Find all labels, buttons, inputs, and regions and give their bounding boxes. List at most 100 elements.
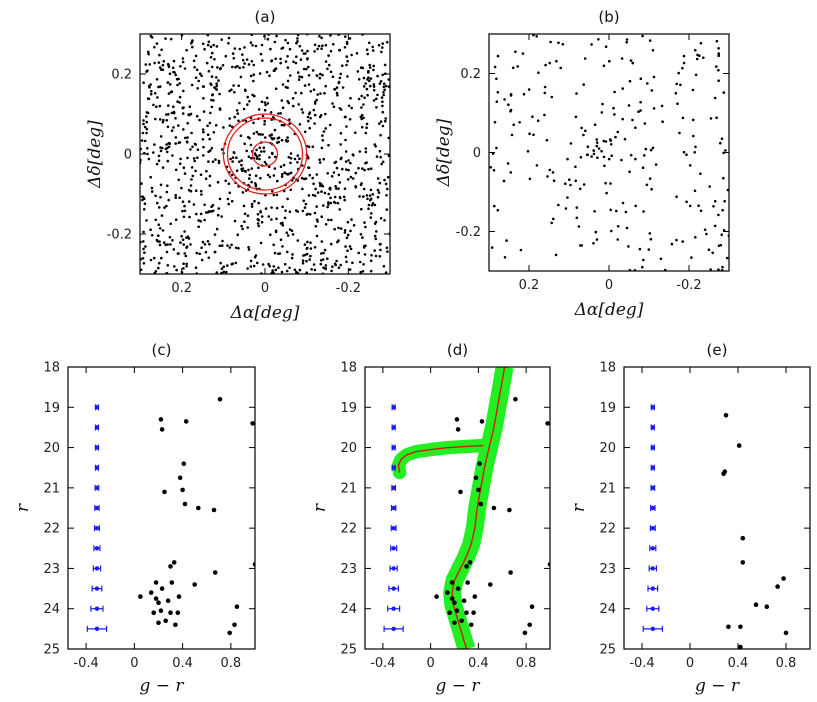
star-point: [286, 100, 290, 103]
star-point: [609, 208, 612, 212]
cmd-star-point: [477, 461, 482, 467]
star-point: [569, 142, 573, 145]
star-point: [171, 154, 174, 157]
star-point: [210, 146, 214, 150]
star-point: [164, 37, 167, 40]
star-point: [169, 222, 172, 226]
star-point: [185, 265, 188, 268]
star-point: [338, 181, 342, 184]
star-point: [222, 126, 225, 129]
star-point: [224, 270, 228, 274]
star-point: [346, 233, 350, 237]
star-point: [205, 211, 208, 214]
star-point: [202, 130, 205, 134]
cluster-star-point: [595, 138, 598, 141]
star-point: [713, 224, 717, 228]
star-point: [557, 203, 560, 207]
error-bar: [391, 424, 396, 431]
star-point: [327, 192, 331, 196]
star-point: [207, 69, 211, 73]
star-point: [343, 198, 347, 202]
star-point: [326, 257, 329, 261]
star-point: [149, 258, 153, 262]
star-point: [681, 240, 684, 243]
star-point: [369, 216, 373, 219]
star-point: [535, 35, 538, 38]
star-point: [157, 61, 161, 64]
star-point: [376, 195, 380, 199]
star-point: [241, 58, 245, 62]
star-point: [186, 156, 189, 160]
star-point: [620, 57, 624, 60]
star-point: [343, 231, 347, 234]
star-point: [247, 246, 250, 249]
star-point: [153, 143, 156, 146]
cmd-star-point: [479, 419, 485, 424]
star-point: [231, 160, 234, 163]
star-point: [364, 225, 367, 229]
star-point: [306, 156, 310, 160]
star-point: [318, 158, 321, 161]
star-point: [285, 172, 289, 176]
star-point: [264, 207, 268, 210]
star-point: [158, 118, 162, 121]
star-point: [366, 197, 369, 201]
star-point: [142, 247, 145, 251]
star-point: [349, 247, 353, 251]
star-point: [307, 194, 311, 197]
star-point: [279, 112, 283, 115]
star-point: [376, 93, 379, 97]
plot-frame: [488, 33, 730, 272]
cmd-star-point: [508, 570, 513, 575]
star-point: [708, 185, 711, 188]
star-point: [321, 139, 325, 142]
panel-c: (c) -0.4 0 0.4 0.8 18 19 20 21 22 23 24 25 g − r r: [13, 341, 256, 696]
star-point: [362, 187, 366, 191]
star-point: [241, 227, 244, 231]
star-point: [379, 80, 383, 83]
star-point: [682, 54, 686, 58]
cmd-star-point: [153, 596, 159, 601]
cmd-star-point: [478, 501, 484, 507]
cluster-star-point: [271, 152, 274, 156]
cluster-star-point: [276, 141, 279, 144]
star-point: [298, 123, 302, 126]
star-point: [257, 201, 261, 205]
star-point: [305, 67, 308, 71]
star-point: [318, 76, 322, 80]
star-point: [354, 131, 357, 134]
star-point: [241, 167, 245, 170]
star-point: [230, 262, 234, 266]
star-point: [493, 65, 497, 69]
star-point: [557, 41, 560, 45]
star-point: [613, 90, 616, 94]
star-point: [296, 239, 300, 242]
star-point: [502, 179, 506, 183]
star-point: [158, 85, 162, 88]
star-point: [331, 75, 335, 79]
star-point: [235, 109, 239, 112]
star-point: [503, 98, 506, 101]
star-point: [202, 154, 205, 157]
error-bar: [383, 625, 404, 632]
star-point: [279, 165, 283, 168]
star-point: [166, 81, 169, 84]
star-point: [543, 85, 547, 89]
star-point: [179, 65, 182, 68]
cluster-star-point: [250, 156, 253, 160]
cmd-star-point: [527, 622, 532, 628]
star-point: [256, 218, 260, 221]
star-point: [291, 233, 295, 236]
star-point: [377, 43, 381, 47]
star-point: [202, 97, 205, 100]
error-bar: [389, 565, 398, 572]
star-point: [516, 65, 519, 68]
star-point: [352, 224, 356, 227]
star-point: [160, 256, 163, 260]
star-point: [322, 157, 326, 161]
star-point: [327, 63, 331, 67]
y-tick-label: 23: [340, 562, 357, 577]
star-point: [263, 123, 266, 126]
x-axis-label: g − r: [695, 676, 740, 696]
star-point: [650, 187, 653, 191]
